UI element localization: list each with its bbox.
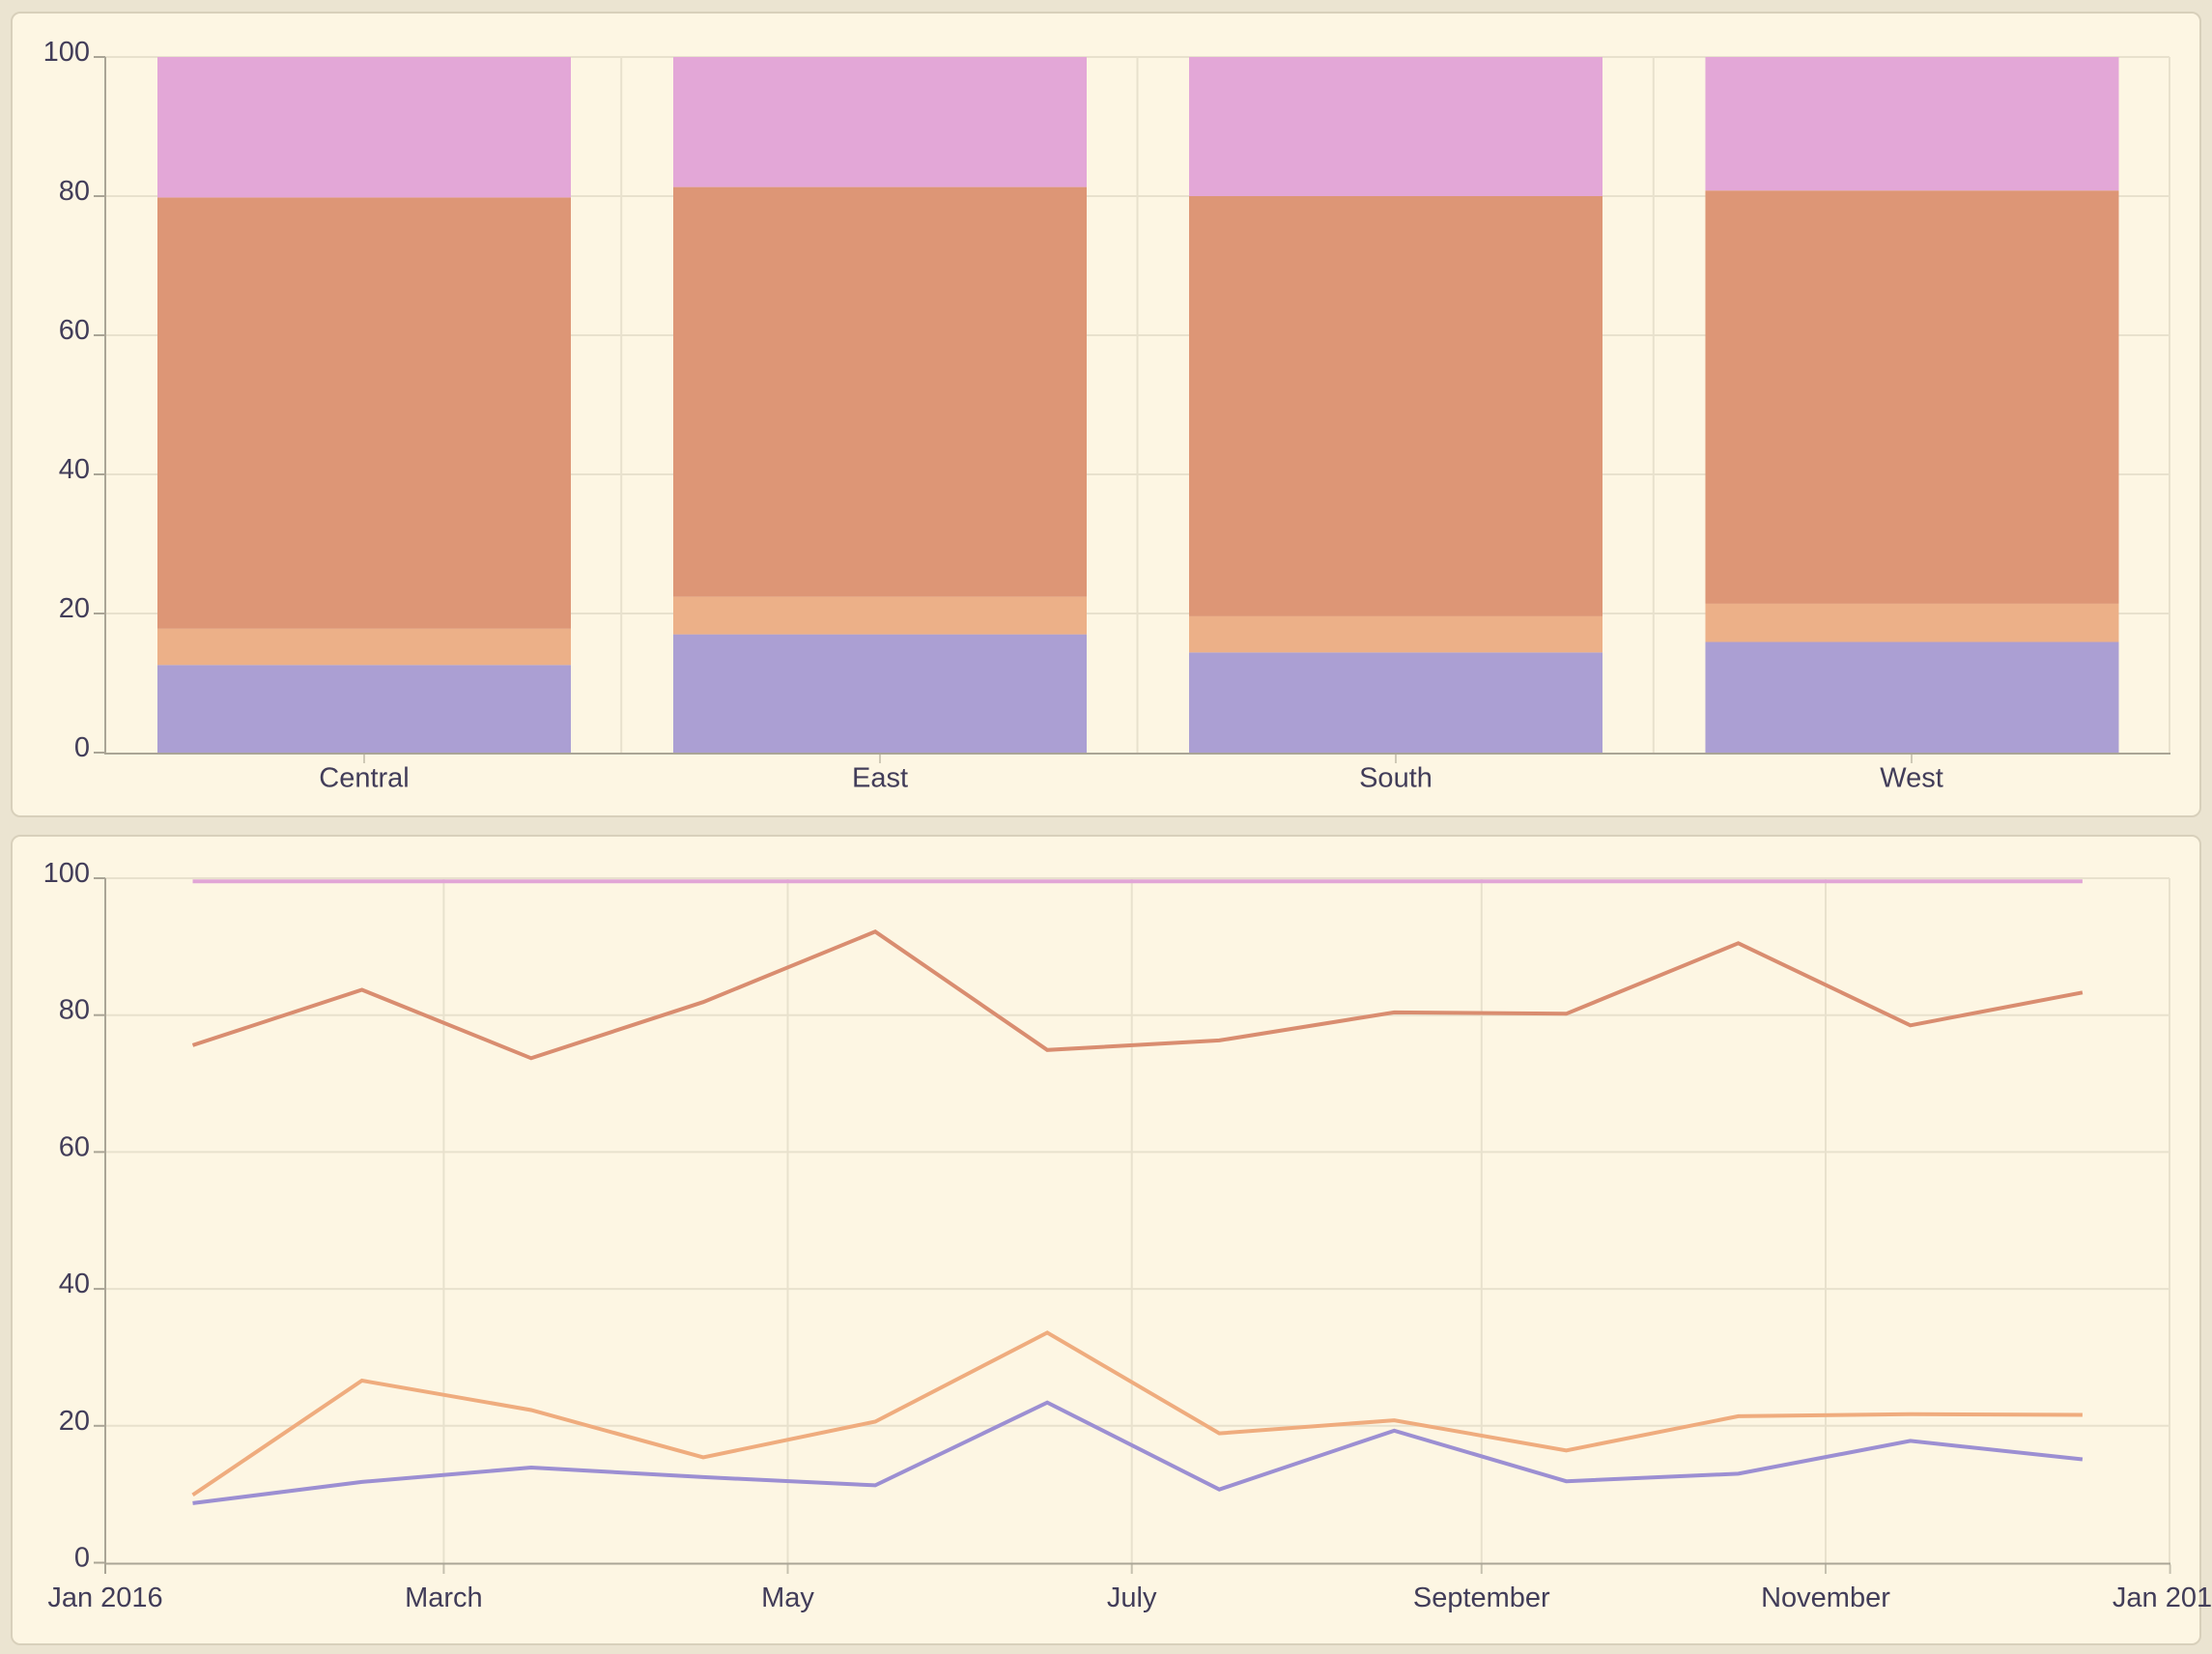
svg-text:0: 0 [74,732,90,763]
svg-text:March: March [405,1583,483,1613]
svg-text:May: May [761,1583,814,1613]
svg-text:80: 80 [59,995,90,1026]
svg-text:60: 60 [59,1131,90,1162]
svg-text:West: West [1880,763,1943,794]
svg-text:80: 80 [59,176,90,207]
svg-text:November: November [1761,1583,1890,1613]
svg-text:40: 40 [59,454,90,485]
svg-text:East: East [852,763,908,794]
svg-text:South: South [1359,763,1432,794]
svg-text:July: July [1107,1583,1157,1613]
svg-text:September: September [1413,1583,1550,1613]
svg-text:100: 100 [43,37,90,68]
svg-text:20: 20 [59,1406,90,1437]
svg-text:Jan 2017: Jan 2017 [2113,1583,2212,1613]
svg-text:20: 20 [59,593,90,624]
svg-text:40: 40 [59,1269,90,1299]
svg-text:Jan 2016: Jan 2016 [47,1583,162,1613]
svg-text:Central: Central [319,763,410,794]
svg-text:60: 60 [59,315,90,346]
svg-text:0: 0 [74,1543,90,1574]
svg-text:100: 100 [43,858,90,889]
